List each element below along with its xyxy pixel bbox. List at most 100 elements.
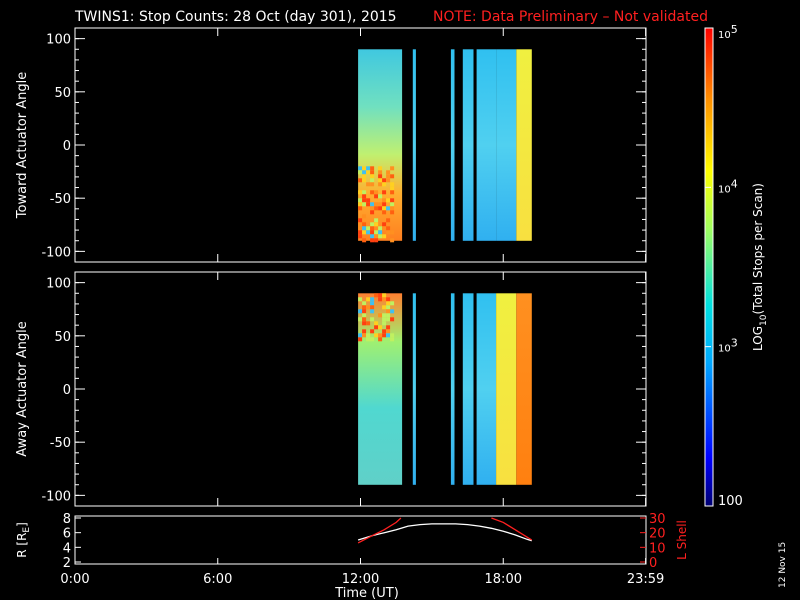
noise-cell [374, 206, 379, 211]
noise-cell [390, 206, 395, 211]
noise-cell [378, 174, 383, 179]
away-data-band [462, 293, 474, 485]
noise-cell [370, 238, 375, 243]
away-ylabel: Away Actuator Angle [15, 321, 30, 456]
noise-cell [386, 305, 391, 310]
noise-cell [362, 321, 367, 326]
noise-cell [370, 301, 375, 306]
noise-cell [386, 317, 391, 322]
noise-cell [362, 305, 367, 310]
noise-cell [390, 238, 395, 243]
noise-cell [358, 317, 363, 322]
colorbar-tick-label: 100 [718, 494, 743, 509]
toward-data-band [462, 49, 474, 241]
noise-cell [378, 234, 383, 239]
noise-cell [390, 166, 395, 171]
toward-ylabel: Toward Actuator Angle [15, 72, 30, 219]
noise-cell [370, 182, 375, 187]
r-series-line [357, 523, 532, 542]
noise-cell [374, 194, 379, 199]
noise-cell [390, 202, 395, 207]
noise-cell [378, 182, 383, 187]
y-tick-label: -100 [41, 489, 71, 504]
r-axis-label: R [RE] [15, 522, 32, 558]
noise-cell [374, 218, 379, 223]
r-tick-label: 6 [63, 527, 71, 542]
noise-cell [386, 333, 391, 338]
y-tick-label: 0 [63, 139, 71, 154]
noise-cell [366, 182, 371, 187]
noise-cell [378, 178, 383, 183]
noise-cell [370, 234, 375, 239]
colorbar: 100 103 104 105 LOG10(Total Stops per Scan) [704, 23, 769, 509]
x-tick-label: 12:00 [342, 572, 379, 587]
noise-cell [362, 317, 367, 322]
noise-cell [382, 222, 387, 227]
noise-cell [370, 190, 375, 195]
y-tick-label: 0 [63, 383, 71, 398]
noise-cell [358, 333, 363, 338]
noise-cell [378, 333, 383, 338]
noise-cell [362, 226, 367, 231]
noise-cell [370, 210, 375, 215]
noise-cell [366, 230, 371, 235]
noise-cell [362, 301, 367, 306]
noise-cell [390, 333, 395, 338]
noise-cell [366, 198, 371, 203]
noise-cell [390, 337, 395, 342]
noise-cell [370, 170, 375, 175]
l-shell-tick-label: 10 [649, 541, 666, 556]
x-tick-label: 18:00 [485, 572, 522, 587]
noise-cell [374, 234, 379, 239]
noise-cell [370, 174, 375, 179]
noise-cell [370, 206, 375, 211]
noise-cell [358, 202, 363, 207]
date-stamp: 12 Nov 15 [778, 542, 788, 588]
noise-cell [390, 174, 395, 179]
noise-cell [378, 202, 383, 207]
y-tick-label: -100 [41, 245, 71, 260]
noise-cell [362, 170, 367, 175]
chart-title: TWINS1: Stop Counts: 28 Oct (day 301), 2… [74, 9, 397, 25]
noise-cell [358, 170, 363, 175]
noise-cell [378, 194, 383, 199]
noise-cell [374, 222, 379, 227]
r-tick-label: 8 [63, 512, 71, 527]
toward-data-band [496, 49, 517, 241]
noise-cell [374, 238, 379, 243]
noise-cell [390, 190, 395, 195]
noise-cell [378, 337, 383, 342]
noise-cell [382, 234, 387, 239]
noise-cell [366, 202, 371, 207]
noise-cell [378, 293, 383, 298]
l-shell-tick-label: 0 [649, 556, 657, 571]
noise-cell [358, 234, 363, 239]
l-shell-tick-label: 20 [649, 527, 666, 542]
noise-cell [386, 313, 391, 318]
noise-cell [390, 210, 395, 215]
toward-data-band [358, 49, 403, 241]
noise-cell [382, 293, 387, 298]
noise-cell [370, 166, 375, 171]
y-tick-label: -50 [50, 192, 71, 207]
noise-cell [374, 293, 379, 298]
noise-cell [370, 309, 375, 314]
noise-cell [374, 202, 379, 207]
noise-cell [374, 321, 379, 326]
noise-cell [366, 166, 371, 171]
x-tick-label: 6:00 [203, 572, 232, 587]
noise-cell [386, 309, 391, 314]
ephemeris-frame [74, 515, 647, 565]
noise-cell [378, 170, 383, 175]
noise-cell [362, 313, 367, 318]
noise-cell [382, 178, 387, 183]
noise-cell [358, 297, 363, 302]
noise-cell [382, 329, 387, 334]
noise-cell [370, 222, 375, 227]
noise-cell [358, 178, 363, 183]
away-data-band [412, 293, 416, 485]
noise-cell [390, 182, 395, 187]
noise-cell [390, 186, 395, 191]
noise-cell [386, 329, 391, 334]
